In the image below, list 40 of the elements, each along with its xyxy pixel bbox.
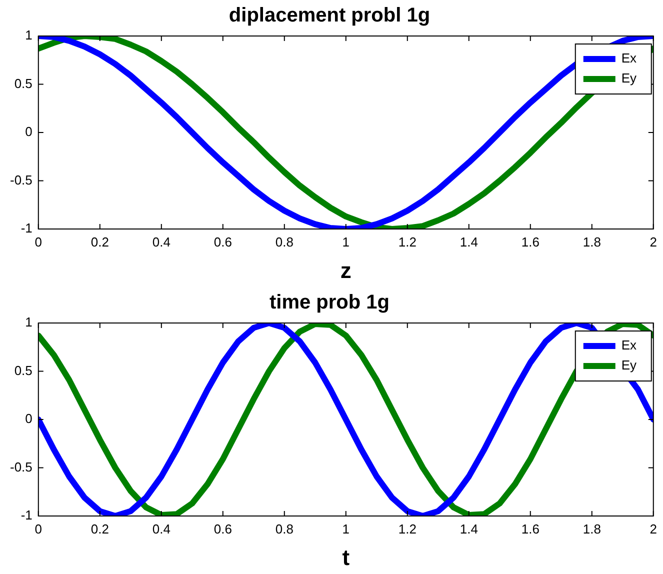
x-tick-label: 1 (342, 234, 350, 250)
x-tick-label: 0.6 (214, 234, 232, 250)
x-tick-label: 1.2 (398, 234, 416, 250)
x-tick-label: 2 (650, 234, 657, 250)
y-tick-label: 0.5 (14, 362, 32, 378)
x-tick-label: 0.6 (214, 521, 232, 536)
y-tick-label: 0 (25, 411, 32, 426)
x-tick-label: 1.6 (521, 521, 540, 536)
legend-label: Ey (621, 70, 638, 86)
x-axis-title: z (340, 258, 352, 283)
x-tick-label: 1.6 (521, 234, 540, 250)
x-tick-label: 0.4 (152, 521, 170, 536)
x-tick-label: 1.8 (582, 521, 601, 536)
legend-label: Ey (621, 358, 638, 373)
x-axis-title: t (342, 544, 350, 570)
x-tick-label: 1.2 (398, 521, 416, 536)
legend-label: Ex (621, 50, 638, 66)
y-tick-label: -1 (20, 508, 32, 523)
x-tick-label: 1.4 (460, 234, 478, 250)
x-tick-label: 0.8 (275, 521, 294, 536)
x-tick-label: 0.2 (90, 234, 109, 250)
x-tick-label: 1 (342, 521, 350, 536)
x-tick-label: 0 (34, 234, 42, 250)
x-tick-label: 1.8 (582, 234, 601, 250)
y-tick-label: -0.5 (10, 172, 32, 188)
x-tick-label: 0.8 (275, 234, 294, 250)
y-tick-label: 0 (25, 124, 32, 140)
chart-title: diplacement probl 1g (228, 4, 430, 27)
y-tick-label: 1 (25, 314, 32, 330)
y-tick-label: 1 (25, 28, 32, 43)
x-tick-label: 1.4 (460, 521, 478, 536)
x-tick-label: 0.4 (152, 234, 170, 250)
y-tick-label: -0.5 (10, 459, 32, 474)
y-tick-label: -1 (20, 220, 32, 236)
y-tick-label: 0.5 (14, 76, 32, 91)
x-tick-label: 2 (650, 521, 657, 536)
x-tick-label: 0.2 (90, 521, 109, 536)
legend-label: Ex (621, 338, 638, 353)
chart-title: time prob 1g (269, 292, 390, 314)
x-tick-label: 0 (34, 521, 42, 536)
